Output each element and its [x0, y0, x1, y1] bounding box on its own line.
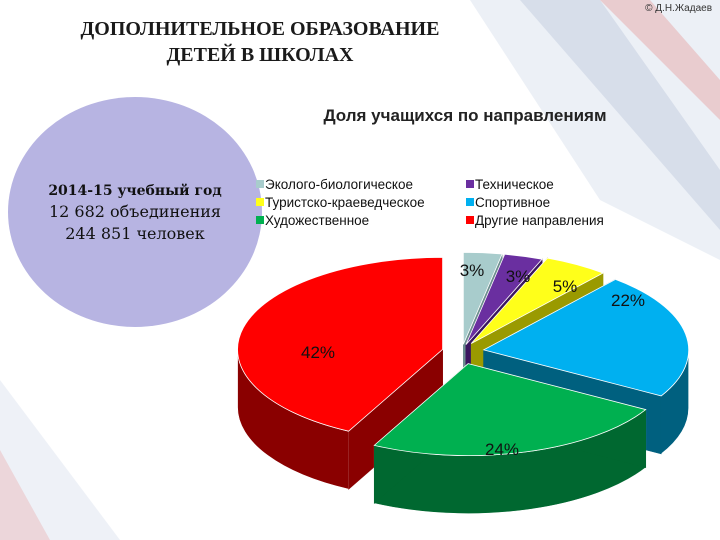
info-block: 2014-15 учебный год 12 682 объединения 2… [10, 181, 260, 245]
data-label-1: 3% [506, 267, 531, 286]
students-count: 244 851 человек [65, 224, 205, 243]
page-title-line-2: ДЕТЕЙ В ШКОЛАХ [166, 44, 354, 66]
legend-item-4: Художественное [256, 212, 369, 230]
legend-item-5: Другие направления [466, 212, 604, 230]
legend-swatch-4 [256, 216, 264, 224]
legend-swatch-2 [256, 198, 264, 206]
legend-label-3: Спортивное [475, 195, 551, 210]
associations-count: 12 682 объединения [48, 202, 222, 221]
data-label-5: 42% [301, 343, 335, 362]
pie-slice-4 [373, 363, 647, 456]
legend-item-3: Спортивное [466, 194, 550, 212]
copyright: © Д.Н.Жадаев [645, 3, 712, 14]
legend-label-2: Туристско-краеведческое [265, 195, 425, 210]
data-label-0: 3% [460, 261, 485, 280]
legend-label-4: Художественное [265, 213, 370, 228]
pie-slice-2 [470, 257, 604, 344]
legend-label-0: Эколого-биологическое [265, 177, 413, 192]
legend-swatch-0 [256, 180, 264, 188]
legend-item-0: Эколого-биологическое [256, 176, 413, 194]
legend-item-2: Туристско-краеведческое [256, 194, 425, 212]
data-label-4: 24% [485, 440, 519, 459]
school-year: 2014-15 учебный год [48, 183, 222, 199]
legend-swatch-1 [466, 180, 474, 188]
info-circle [8, 97, 262, 327]
pie-slice-1 [465, 253, 543, 345]
legend-swatch-5 [466, 216, 474, 224]
page-title: ДОПОЛНИТЕЛЬНОЕ ОБРАЗОВАНИЕ ДЕТЕЙ В ШКОЛА… [30, 16, 490, 68]
data-label-2: 5% [553, 277, 578, 296]
data-label-3: 22% [611, 291, 645, 310]
legend-item-1: Техническое [466, 176, 554, 194]
pie-slice-5 [237, 257, 443, 432]
chart-title: Доля учащихся по направлениям [323, 106, 607, 125]
legend-swatch-3 [466, 198, 474, 206]
pie-slice-3 [482, 278, 690, 397]
pie-slice-0 [462, 251, 503, 345]
page-title-line-1: ДОПОЛНИТЕЛЬНОЕ ОБРАЗОВАНИЕ [80, 18, 440, 40]
legend-label-5: Другие направления [475, 213, 604, 228]
legend-label-1: Техническое [475, 177, 554, 192]
